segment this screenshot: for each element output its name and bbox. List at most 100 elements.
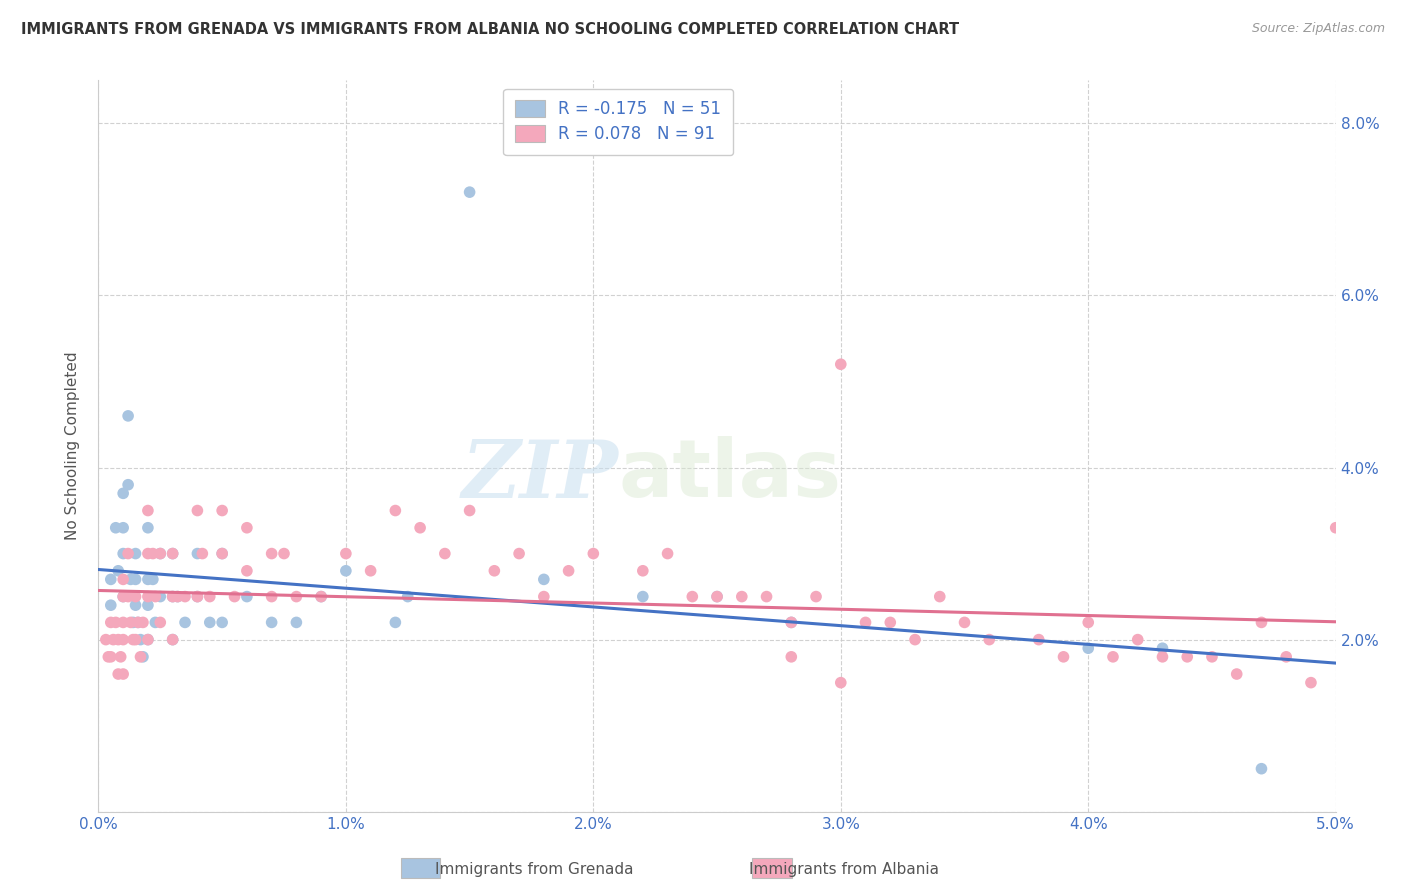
Point [174, 590, 197, 604]
Point [780, 615, 803, 630]
Point [780, 649, 803, 664]
Point [657, 547, 679, 561]
Point [191, 547, 214, 561]
Point [112, 632, 135, 647]
Point [1077, 615, 1099, 630]
Point [1126, 632, 1149, 647]
Point [112, 615, 135, 630]
Point [122, 632, 145, 647]
Point [120, 573, 142, 587]
Point [755, 590, 778, 604]
Point [557, 564, 579, 578]
Point [1275, 649, 1298, 664]
Text: Immigrants from Grenada: Immigrants from Grenada [434, 863, 634, 877]
Point [1102, 649, 1125, 664]
Point [928, 590, 950, 604]
Point [117, 477, 139, 491]
Point [136, 573, 159, 587]
Point [1052, 649, 1074, 664]
Point [127, 615, 149, 630]
Point [107, 564, 129, 578]
Point [224, 590, 246, 604]
Point [706, 590, 728, 604]
Point [198, 590, 221, 604]
Point [631, 590, 654, 604]
Point [1226, 667, 1249, 681]
Point [904, 632, 927, 647]
Point [117, 547, 139, 561]
Point [236, 590, 259, 604]
Point [706, 590, 728, 604]
Point [533, 573, 555, 587]
Legend: R = -0.175   N = 51, R = 0.078   N = 91: R = -0.175 N = 51, R = 0.078 N = 91 [503, 88, 733, 155]
Point [855, 615, 877, 630]
Point [186, 503, 208, 517]
Point [335, 564, 357, 578]
Point [236, 521, 259, 535]
Point [136, 590, 159, 604]
Point [136, 632, 159, 647]
Point [117, 590, 139, 604]
Point [335, 547, 357, 561]
Point [112, 590, 135, 604]
Point [136, 598, 159, 612]
Point [142, 547, 165, 561]
Point [533, 590, 555, 604]
Point [129, 649, 152, 664]
Point [458, 503, 481, 517]
Point [94, 632, 117, 647]
Point [112, 486, 135, 500]
Point [117, 409, 139, 423]
Point [174, 615, 197, 630]
Point [136, 632, 159, 647]
Point [1152, 649, 1174, 664]
Point [149, 590, 172, 604]
Point [127, 615, 149, 630]
Point [211, 503, 233, 517]
Point [830, 675, 852, 690]
Point [100, 649, 122, 664]
Point [260, 547, 283, 561]
Point [1250, 615, 1272, 630]
Point [112, 667, 135, 681]
Point [136, 521, 159, 535]
Point [484, 564, 506, 578]
Point [236, 564, 259, 578]
Bar [752, 858, 792, 878]
Point [124, 590, 146, 604]
Point [211, 547, 233, 561]
Point [166, 590, 188, 604]
Point [384, 503, 406, 517]
Point [132, 615, 155, 630]
Point [458, 185, 481, 199]
Point [100, 573, 122, 587]
Point [360, 564, 382, 578]
Point [260, 615, 283, 630]
Point [166, 590, 188, 604]
Point [100, 615, 122, 630]
Point [1324, 521, 1347, 535]
Point [124, 632, 146, 647]
Point [162, 547, 184, 561]
Point [1028, 632, 1050, 647]
Point [681, 590, 703, 604]
Text: Source: ZipAtlas.com: Source: ZipAtlas.com [1251, 22, 1385, 36]
Point [124, 573, 146, 587]
Point [107, 632, 129, 647]
Point [285, 590, 308, 604]
Point [830, 357, 852, 371]
Point [129, 632, 152, 647]
Point [979, 632, 1001, 647]
Point [433, 547, 456, 561]
Point [1201, 649, 1223, 664]
Point [100, 598, 122, 612]
Point [582, 547, 605, 561]
Point [162, 547, 184, 561]
Point [409, 521, 432, 535]
Point [143, 590, 166, 604]
Point [186, 590, 208, 604]
Point [780, 615, 803, 630]
Bar [401, 858, 440, 878]
Point [309, 590, 332, 604]
Point [1299, 675, 1322, 690]
